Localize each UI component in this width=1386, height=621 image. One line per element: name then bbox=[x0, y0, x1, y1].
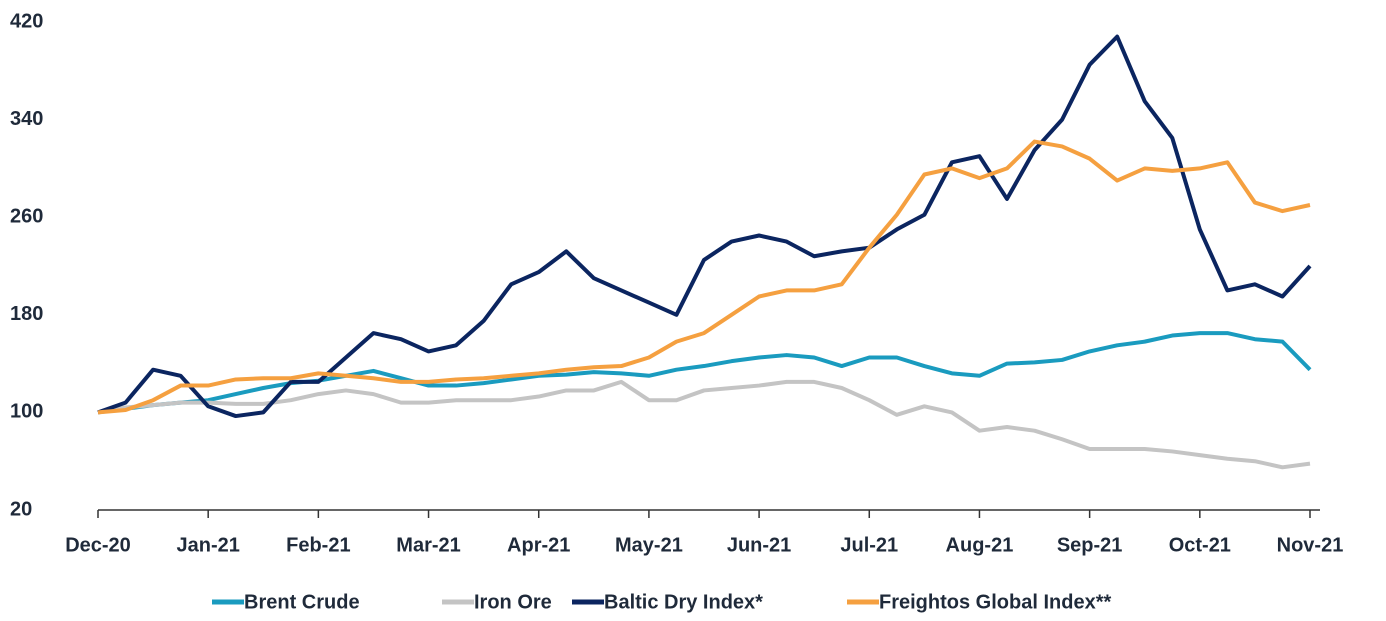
x-tick-label: Jan-21 bbox=[176, 534, 239, 556]
x-tick-label: Jun-21 bbox=[727, 534, 791, 556]
series-line bbox=[97, 34, 1312, 419]
legend-label: Brent Crude bbox=[244, 591, 360, 613]
y-tick-label: 20 bbox=[10, 498, 32, 520]
x-tick-label: Sep-21 bbox=[1057, 534, 1123, 556]
y-tick-label: 100 bbox=[10, 401, 43, 423]
legend-label: Iron Ore bbox=[474, 591, 552, 613]
y-tick-label: 340 bbox=[10, 108, 43, 130]
y-tick-label: 180 bbox=[10, 303, 43, 325]
x-tick-label: Oct-21 bbox=[1169, 534, 1231, 556]
legend-label: Baltic Dry Index* bbox=[604, 591, 763, 613]
legend-label: Freightos Global Index** bbox=[879, 591, 1111, 613]
x-tick-label: Dec-20 bbox=[65, 534, 131, 556]
x-tick-label: May-21 bbox=[615, 534, 683, 556]
series-line bbox=[97, 139, 1311, 415]
x-tick-label: Jul-21 bbox=[840, 534, 898, 556]
y-tick-label: 260 bbox=[10, 205, 43, 227]
series-line bbox=[97, 379, 1311, 470]
y-tick-label: 420 bbox=[10, 10, 43, 32]
x-tick-label: Aug-21 bbox=[946, 534, 1014, 556]
x-tick-label: Feb-21 bbox=[286, 534, 350, 556]
x-tick-label: Apr-21 bbox=[507, 534, 570, 556]
x-tick-label: Nov-21 bbox=[1277, 534, 1344, 556]
x-tick-label: Mar-21 bbox=[396, 534, 460, 556]
